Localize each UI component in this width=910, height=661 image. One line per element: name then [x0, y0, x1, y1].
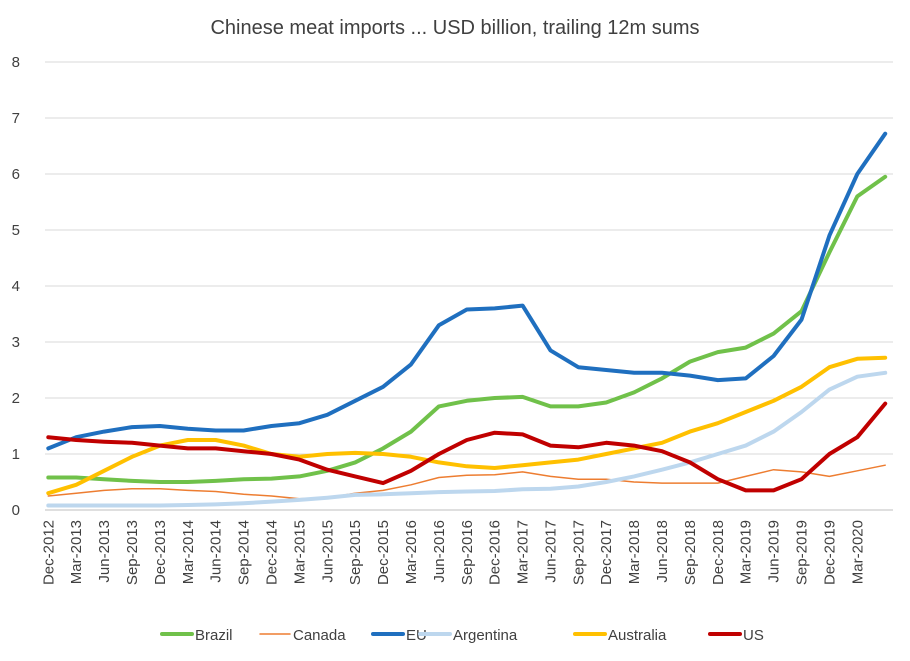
- y-tick-label: 0: [12, 502, 20, 519]
- x-tick-label: Jun-2016: [431, 520, 448, 583]
- x-tick-label: Sep-2019: [794, 520, 811, 585]
- x-tick-label: Mar-2016: [403, 520, 420, 584]
- legend-label: Argentina: [453, 627, 518, 644]
- legend-label: EU: [406, 627, 427, 644]
- series-line-brazil: [46, 174, 888, 484]
- x-tick-label: Sep-2018: [682, 520, 699, 585]
- x-tick-label: Dec-2013: [152, 520, 169, 585]
- gridlines: [45, 61, 893, 511]
- chart-title: Chinese meat imports ... USD billion, tr…: [210, 17, 699, 39]
- y-tick-label: 7: [12, 110, 20, 127]
- x-tick-label: Dec-2012: [40, 520, 57, 585]
- series-line-argentina: [46, 370, 888, 508]
- x-tick-label: Jun-2014: [208, 520, 225, 583]
- x-tick-label: Dec-2018: [710, 520, 727, 585]
- x-tick-label: Mar-2019: [738, 520, 755, 584]
- x-tick-label: Sep-2017: [570, 520, 587, 585]
- legend-label: US: [743, 627, 764, 644]
- series-line-canada: [47, 464, 886, 500]
- x-tick-label: Sep-2014: [236, 520, 253, 585]
- x-tick-label: Dec-2014: [264, 520, 281, 585]
- y-tick-label: 2: [12, 390, 20, 407]
- series-lines: [46, 131, 888, 508]
- x-tick-label: Jun-2015: [319, 520, 336, 583]
- y-tick-label: 3: [12, 334, 20, 351]
- y-tick-label: 6: [12, 166, 20, 183]
- x-tick-label: Sep-2015: [347, 520, 364, 585]
- y-tick-label: 1: [12, 446, 20, 463]
- y-tick-label: 5: [12, 222, 20, 239]
- x-tick-label: Mar-2020: [849, 520, 866, 584]
- legend-label: Australia: [608, 627, 667, 644]
- series-line-us: [46, 401, 888, 493]
- x-tick-label: Jun-2013: [96, 520, 113, 583]
- y-axis-ticks: 0 1 2 3 4 5 6 7 8: [12, 54, 20, 519]
- x-tick-label: Sep-2013: [124, 520, 141, 585]
- x-tick-label: Sep-2016: [459, 520, 476, 585]
- series-line-australia: [46, 355, 888, 496]
- x-tick-label: Dec-2019: [821, 520, 838, 585]
- x-tick-label: Mar-2018: [626, 520, 643, 584]
- x-tick-label: Dec-2016: [487, 520, 504, 585]
- y-tick-label: 4: [12, 278, 20, 295]
- series-line-eu: [46, 131, 888, 451]
- y-tick-label: 8: [12, 54, 20, 71]
- x-tick-label: Jun-2018: [654, 520, 671, 583]
- legend-label: Canada: [293, 627, 346, 644]
- legend: Brazil Canada EU Argentina Australia US: [160, 627, 764, 644]
- legend-label: Brazil: [195, 627, 233, 644]
- x-tick-label: Mar-2015: [291, 520, 308, 584]
- x-tick-label: Mar-2017: [515, 520, 532, 584]
- x-tick-label: Mar-2014: [180, 520, 197, 584]
- x-tick-label: Mar-2013: [68, 520, 85, 584]
- x-tick-label: Dec-2015: [375, 520, 392, 585]
- x-tick-label: Dec-2017: [598, 520, 615, 585]
- x-axis-ticks: Dec-2012 Mar-2013 Jun-2013 Sep-2013 Dec-2013…: [40, 520, 866, 585]
- x-tick-label: Jun-2019: [766, 520, 783, 583]
- x-tick-label: Jun-2017: [542, 520, 559, 583]
